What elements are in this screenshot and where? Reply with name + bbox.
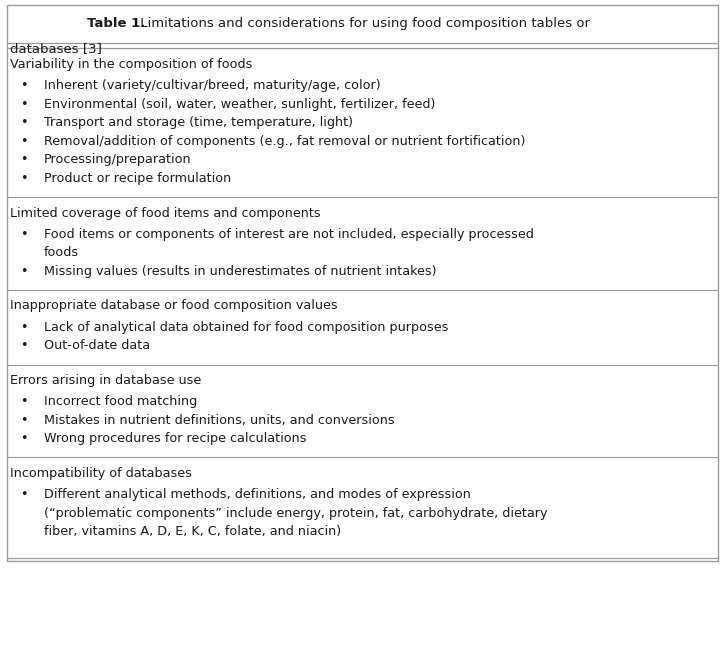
Text: fiber, vitamins A, D, E, K, C, folate, and niacin): fiber, vitamins A, D, E, K, C, folate, a… <box>44 525 341 539</box>
Text: •: • <box>20 265 28 278</box>
Text: databases [3]: databases [3] <box>10 42 102 55</box>
Text: Different analytical methods, definitions, and modes of expression: Different analytical methods, definition… <box>44 488 471 501</box>
Text: Out-of-date data: Out-of-date data <box>44 339 149 353</box>
Text: (“problematic components” include energy, protein, fat, carbohydrate, dietary: (“problematic components” include energy… <box>44 507 547 520</box>
Text: Lack of analytical data obtained for food composition purposes: Lack of analytical data obtained for foo… <box>44 321 448 334</box>
Text: Product or recipe formulation: Product or recipe formulation <box>44 172 231 185</box>
Text: Inappropriate database or food composition values: Inappropriate database or food compositi… <box>10 299 338 313</box>
Text: •: • <box>20 432 28 446</box>
Text: •: • <box>20 116 28 129</box>
Text: Variability in the composition of foods: Variability in the composition of foods <box>10 58 252 71</box>
Text: Incorrect food matching: Incorrect food matching <box>44 395 196 408</box>
Text: Limited coverage of food items and components: Limited coverage of food items and compo… <box>10 207 320 220</box>
Text: •: • <box>20 321 28 334</box>
Text: •: • <box>20 98 28 111</box>
Text: foods: foods <box>44 246 78 260</box>
Text: •: • <box>20 228 28 241</box>
Text: Errors arising in database use: Errors arising in database use <box>10 374 202 387</box>
Text: •: • <box>20 414 28 427</box>
Text: Incompatibility of databases: Incompatibility of databases <box>10 467 192 480</box>
Text: Removal/addition of components (e.g., fat removal or nutrient fortification): Removal/addition of components (e.g., fa… <box>44 135 525 148</box>
Text: Limitations and considerations for using food composition tables or: Limitations and considerations for using… <box>136 17 590 30</box>
Text: Missing values (results in underestimates of nutrient intakes): Missing values (results in underestimate… <box>44 265 436 278</box>
Text: Mistakes in nutrient definitions, units, and conversions: Mistakes in nutrient definitions, units,… <box>44 414 394 427</box>
Text: •: • <box>20 339 28 353</box>
Text: Processing/preparation: Processing/preparation <box>44 153 191 167</box>
Text: •: • <box>20 488 28 501</box>
Text: Table 1.: Table 1. <box>87 17 146 30</box>
Text: Inherent (variety/cultivar/breed, maturity/age, color): Inherent (variety/cultivar/breed, maturi… <box>44 79 380 92</box>
Text: Wrong procedures for recipe calculations: Wrong procedures for recipe calculations <box>44 432 306 446</box>
Text: Environmental (soil, water, weather, sunlight, fertilizer, feed): Environmental (soil, water, weather, sun… <box>44 98 435 111</box>
Text: •: • <box>20 79 28 92</box>
Text: Food items or components of interest are not included, especially processed: Food items or components of interest are… <box>44 228 534 241</box>
Text: •: • <box>20 395 28 408</box>
Text: Transport and storage (time, temperature, light): Transport and storage (time, temperature… <box>44 116 352 129</box>
Text: •: • <box>20 172 28 185</box>
Text: •: • <box>20 153 28 167</box>
Text: •: • <box>20 135 28 148</box>
